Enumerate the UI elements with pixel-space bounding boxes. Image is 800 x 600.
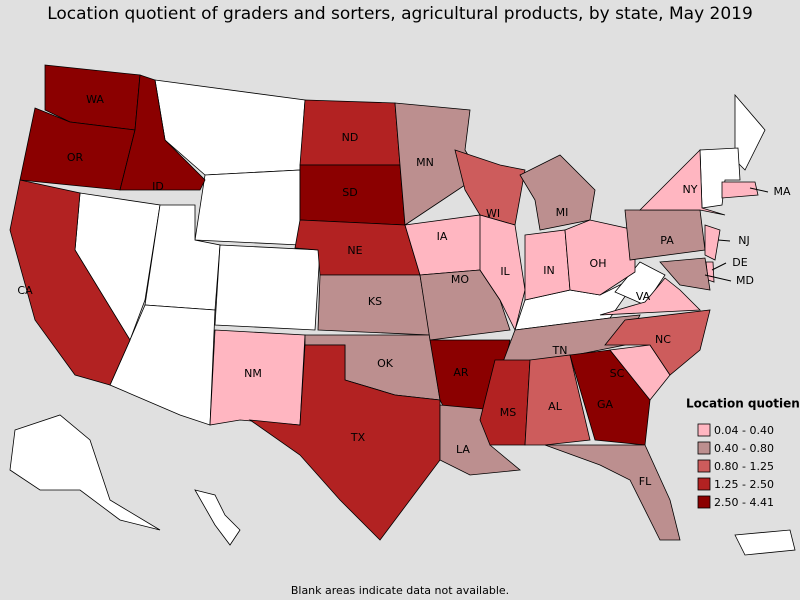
state-label: NY [683, 183, 698, 196]
state-label: NJ [738, 234, 749, 247]
state-label: ND [342, 131, 359, 144]
territory-pr [734, 529, 796, 556]
leader-line [704, 274, 732, 282]
legend: Location quotient 0.04 - 0.40 0.40 - 0.80… [686, 397, 800, 510]
state [564, 219, 636, 296]
state-label: TN [552, 344, 568, 357]
state [404, 214, 491, 276]
state [704, 224, 721, 261]
state-label: OK [377, 357, 394, 370]
state [9, 179, 131, 386]
leader-line [711, 262, 727, 271]
state-me [734, 93, 766, 171]
state [721, 181, 759, 199]
title: Location quotient of graders and sorters… [47, 4, 753, 24]
state-label: VA [636, 290, 651, 303]
state-label: OH [590, 257, 607, 270]
legend-label: 1.25 - 2.50 [714, 478, 774, 491]
state-label: MS [500, 406, 516, 419]
legend-title: Location quotient [686, 397, 800, 411]
state-label: AR [453, 366, 469, 379]
legend-swatch [697, 477, 711, 491]
footnote: Blank areas indicate data not available. [291, 584, 509, 597]
state-wy [194, 169, 301, 246]
state [569, 349, 651, 446]
legend-swatch [697, 423, 711, 437]
leader-line [717, 239, 731, 242]
state-label: NC [655, 333, 671, 346]
state-label: WI [486, 207, 500, 220]
state [604, 309, 711, 376]
states: WA OR ID CA NM ND SD NE KS OK TX MN IA MO AR LA WI IL MI IN… [9, 64, 791, 541]
state-label: CA [17, 284, 33, 297]
legend-swatch [697, 441, 711, 455]
state-label: MI [556, 206, 569, 219]
blank-states [9, 79, 796, 556]
state-label: KS [368, 295, 382, 308]
state-label: AL [548, 400, 563, 413]
state [599, 277, 701, 316]
state-label: IA [437, 230, 448, 243]
state [119, 74, 206, 191]
state-label: PA [660, 234, 674, 247]
state [659, 257, 711, 291]
state-label: NE [347, 244, 362, 257]
state-label: MO [451, 273, 469, 286]
state-label: IN [543, 264, 554, 277]
state-label: NM [244, 367, 262, 380]
state-ak [9, 414, 161, 531]
state-label: MN [416, 156, 434, 169]
leader-line [749, 187, 769, 193]
state [639, 149, 726, 216]
state-label: TX [350, 431, 366, 444]
state-label: LA [456, 443, 470, 456]
state [248, 344, 441, 541]
state-label: ID [152, 180, 164, 193]
legend-label: 0.40 - 0.80 [714, 442, 774, 455]
state-label: DE [732, 256, 747, 269]
legend-swatch [697, 459, 711, 473]
state [524, 354, 591, 446]
legend-label: 2.50 - 4.41 [714, 496, 774, 509]
state-hi [194, 489, 241, 546]
state-label: FL [639, 475, 652, 488]
state-co [214, 244, 321, 331]
state [544, 444, 681, 541]
state [479, 359, 531, 446]
state-label: SD [342, 186, 357, 199]
state-label: GA [597, 398, 614, 411]
legend-label: 0.80 - 1.25 [714, 460, 774, 473]
legend-swatch [697, 495, 711, 509]
state [419, 269, 511, 341]
state-label: OR [67, 151, 84, 164]
state-label: MA [773, 185, 790, 198]
state-label: IL [500, 265, 510, 278]
state-label: SC [610, 367, 625, 380]
state-label: MD [736, 274, 754, 287]
legend-label: 0.04 - 0.40 [714, 424, 774, 437]
state-label: WA [86, 93, 104, 106]
